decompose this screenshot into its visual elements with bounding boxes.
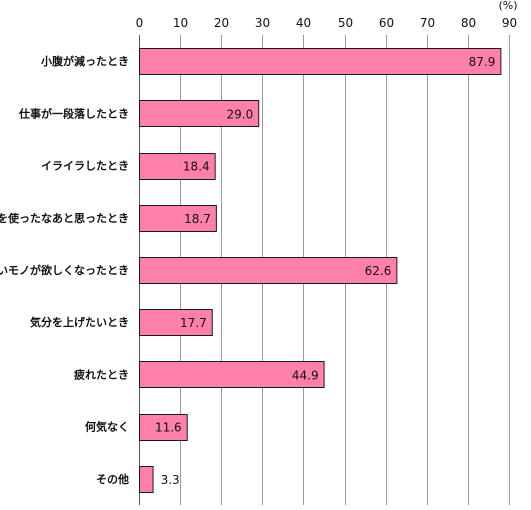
value-label-0: 87.9: [469, 55, 496, 69]
value-label-1: 29.0: [227, 107, 254, 121]
x-tick-label-30: 30: [255, 16, 270, 30]
bar-4: [139, 257, 398, 284]
bar-2: [139, 153, 216, 180]
category-label-6: 疲れたとき: [74, 367, 129, 381]
x-tick-label-20: 20: [214, 16, 229, 30]
x-tick-label-90: 90: [502, 16, 517, 30]
x-tick-label-70: 70: [420, 16, 435, 30]
value-label-3: 18.7: [184, 212, 211, 226]
value-label-2: 18.4: [183, 160, 210, 174]
bar-8: [139, 466, 154, 493]
category-labels: 小腹が減ったとき仕事が一段落したときイライラしたとき頭を使ったなあと思ったとき甘…: [0, 54, 129, 486]
bar-1: [139, 100, 260, 127]
x-tick-label-50: 50: [338, 16, 353, 30]
x-tick-label-10: 10: [173, 16, 188, 30]
category-label-4: 甘いモノが欲しくなったとき: [0, 263, 129, 277]
value-labels: 87.9 29.0 18.4 18.7 62.6 17.7 44.9 11.6 3.3: [155, 55, 495, 487]
x-tick-label-0: 0: [136, 16, 144, 30]
bars: [139, 48, 502, 493]
bar-3: [139, 205, 217, 232]
x-tick-label-60: 60: [379, 16, 394, 30]
x-tick-label-80: 80: [461, 16, 476, 30]
value-label-7: 11.6: [155, 421, 182, 435]
category-label-0: 小腹が減ったとき: [40, 54, 129, 68]
value-label-5: 17.7: [180, 316, 207, 330]
bar-7: [139, 414, 188, 441]
unit-label: (%): [498, 0, 517, 12]
bar-0: [139, 48, 502, 75]
category-label-2: イライラしたとき: [41, 160, 129, 173]
category-label-8: その他: [96, 472, 129, 486]
category-label-3: 頭を使ったなあと思ったとき: [0, 211, 129, 225]
value-label-4: 62.6: [365, 264, 392, 278]
bar-6: [139, 361, 325, 388]
value-label-6: 44.9: [292, 368, 319, 382]
value-label-8: 3.3: [161, 473, 180, 487]
x-axis-ticks: 0 10 20 30 40 50 60 70 80 90: [136, 16, 517, 30]
category-label-5: 気分を上げたいとき: [30, 315, 129, 329]
bar-5: [139, 309, 213, 336]
category-label-7: 何気なく: [85, 420, 129, 434]
x-tick-label-40: 40: [296, 16, 311, 30]
category-label-1: 仕事が一段落したとき: [18, 106, 129, 120]
